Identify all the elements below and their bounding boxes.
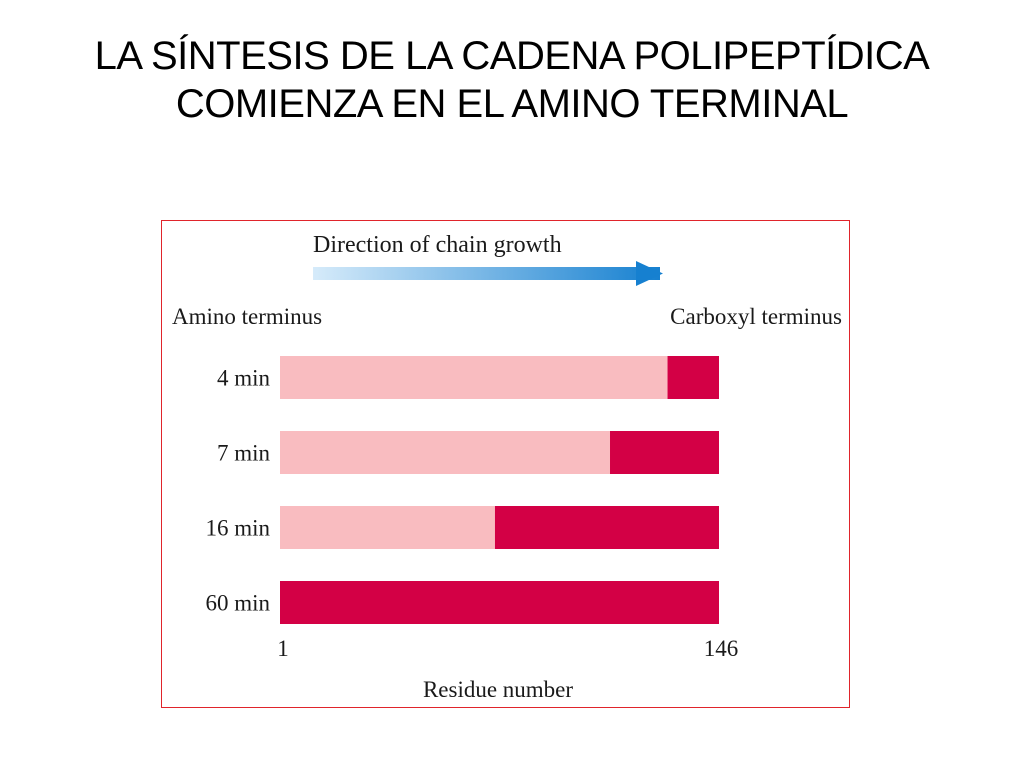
time-row: 60 min: [205, 581, 719, 624]
labeled-segment: [667, 356, 719, 399]
time-label: 16 min: [205, 516, 270, 541]
direction-arrow: [313, 261, 663, 286]
slide-title-line-2: COMIENZA EN EL AMINO TERMINAL: [175, 82, 849, 126]
labeled-segment: [610, 431, 719, 474]
unlabeled-segment: [280, 356, 668, 399]
amino-terminus-label: Amino terminus: [172, 304, 322, 329]
residue-axis-label: Residue number: [423, 677, 573, 702]
unlabeled-segment: [280, 431, 611, 474]
time-label: 7 min: [217, 441, 271, 466]
slide-title-line-1: LA SÍNTESIS DE LA CADENA POLIPEPTÍDICA: [94, 34, 930, 78]
time-label: 60 min: [205, 591, 270, 616]
time-label: 4 min: [217, 366, 271, 391]
chain-growth-diagram: Direction of chain growth Amino terminus…: [172, 232, 842, 702]
time-rows: 4 min 7 min 16 min 60 min: [205, 356, 719, 624]
residue-start-label: 1: [277, 636, 289, 661]
carboxyl-terminus-label: Carboxyl terminus: [670, 304, 842, 329]
unlabeled-segment: [280, 506, 495, 549]
residue-end-label: 146: [704, 636, 739, 661]
time-row: 4 min: [217, 356, 719, 399]
figure-frame: Direction of chain growth Amino terminus…: [161, 220, 850, 708]
direction-label: Direction of chain growth: [313, 232, 562, 258]
labeled-segment: [280, 581, 719, 624]
slide-title: LA SÍNTESIS DE LA CADENA POLIPEPTÍDICA C…: [0, 32, 1024, 128]
time-row: 7 min: [217, 431, 719, 474]
labeled-segment: [494, 506, 719, 549]
time-row: 16 min: [205, 506, 719, 549]
